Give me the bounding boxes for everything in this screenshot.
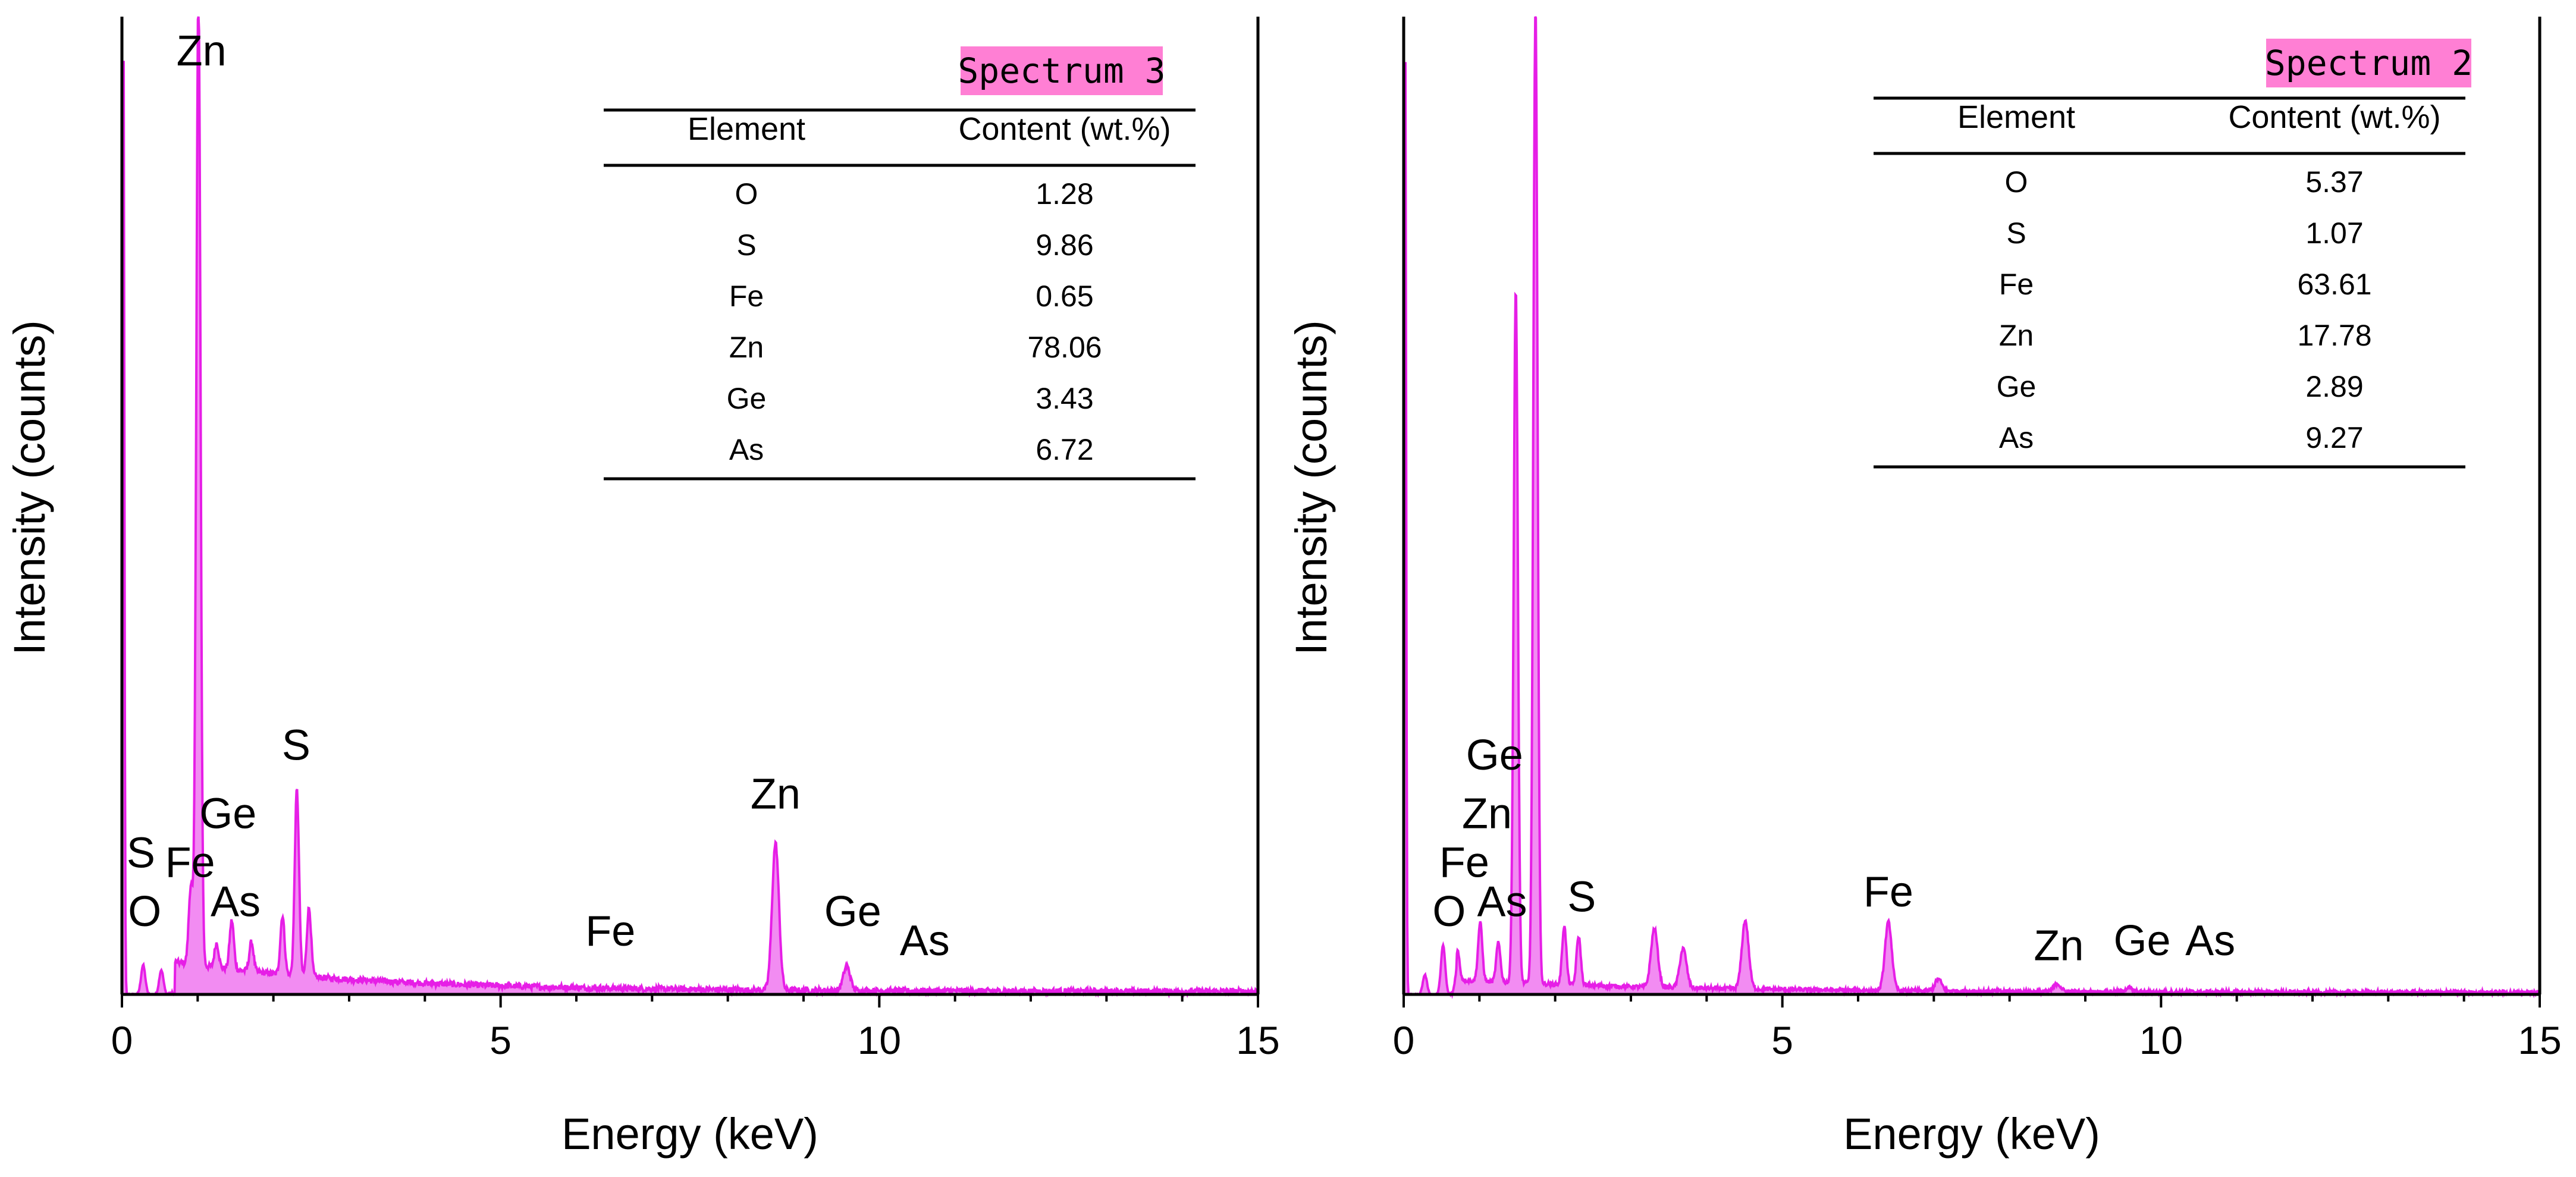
- table-cell-content: 1.07: [2305, 216, 2363, 250]
- table-header-element: Element: [688, 111, 805, 147]
- peak-label-as: As: [1477, 878, 1527, 925]
- x-tick-label: 10: [2139, 1018, 2183, 1062]
- table-cell-content: 17.78: [2297, 319, 2371, 352]
- spectrum-panel-2: 0 5 10 15 Energy (keV) Intensity (counts) Ge Zn…: [1287, 16, 2562, 1159]
- table-cell-content: 63.61: [2297, 268, 2371, 301]
- x-tick-label: 15: [2518, 1018, 2561, 1062]
- table-cell-content: 9.27: [2305, 421, 2363, 454]
- spectrum-line: [1402, 16, 2541, 999]
- peak-label-as: As: [900, 917, 950, 965]
- composition-table: Element Content (wt.%) O 1.28 S 9.86 Fe 0.65 Zn 7…: [604, 108, 1196, 481]
- peak-label-zn: Zn: [1462, 790, 1512, 838]
- peak-label-s: S: [1567, 873, 1596, 921]
- peak-label-o: O: [1432, 888, 1466, 936]
- peak-label-as: As: [211, 878, 261, 925]
- spectrum-title: Spectrum 3: [958, 51, 1165, 91]
- table-cell-content: 2.89: [2305, 370, 2363, 403]
- spectrum-area: [1404, 17, 2540, 994]
- spectrum-title-badge: [2266, 39, 2471, 87]
- peak-label-fe: Fe: [585, 908, 635, 955]
- x-tick-label: 5: [490, 1018, 512, 1062]
- peak-label-zn: Zn: [751, 771, 801, 818]
- peak-label-ge: Ge: [824, 888, 881, 936]
- peak-label-ge: Ge: [1466, 732, 1523, 779]
- x-axis-title: Energy (keV): [1843, 1109, 2100, 1159]
- table-cell-element: S: [736, 228, 756, 262]
- table-cell-content: 9.86: [1036, 228, 1093, 262]
- x-tick-label: 0: [1393, 1018, 1415, 1062]
- x-tick-label: 10: [858, 1018, 901, 1062]
- peak-label-as: As: [2185, 917, 2235, 965]
- table-header-content: Content (wt.%): [958, 111, 1171, 147]
- spectrum-title: Spectrum 2: [2265, 43, 2473, 83]
- x-tick-label: 15: [1236, 1018, 1279, 1062]
- y-axis-title: Intensity (counts): [1287, 320, 1336, 655]
- peak-label-fe: Fe: [165, 839, 215, 887]
- table-cell-element: O: [735, 177, 758, 211]
- table-cell-element: S: [2006, 216, 2026, 250]
- peak-label-fe: Fe: [1439, 839, 1489, 887]
- peak-label-zn: Zn: [177, 27, 227, 75]
- table-cell-element: As: [729, 433, 764, 466]
- table-cell-content: 5.37: [2305, 165, 2363, 199]
- table-cell-element: Ge: [1997, 370, 2037, 403]
- table-cell-content: 1.28: [1036, 177, 1093, 211]
- x-tick-label: 5: [1771, 1018, 1793, 1062]
- table-cell-content: 0.65: [1036, 280, 1093, 313]
- peak-label-ge: Ge: [2113, 917, 2170, 965]
- table-cell-element: Fe: [1999, 268, 2034, 301]
- table-cell-element: Zn: [729, 331, 764, 364]
- table-cell-element: Zn: [1999, 319, 2034, 352]
- x-axis-title: Energy (keV): [561, 1109, 818, 1159]
- peak-label-s: S: [282, 721, 310, 769]
- peak-label-fe: Fe: [1863, 868, 1913, 916]
- table-cell-content: 3.43: [1036, 382, 1093, 415]
- table-header-element: Element: [1957, 99, 2075, 135]
- table-cell-element: Ge: [727, 382, 767, 415]
- table-cell-content: 6.72: [1036, 433, 1093, 466]
- peak-label-zn: Zn: [2034, 922, 2084, 969]
- spectrum-line: [121, 16, 1259, 999]
- peak-label-s: S: [127, 829, 155, 877]
- table-cell-element: Fe: [729, 280, 764, 313]
- composition-table: Element Content (wt.%) O 5.37 S 1.07 Fe 63.61 Zn…: [1874, 96, 2465, 469]
- x-tick-label: 0: [111, 1018, 133, 1062]
- table-header-content: Content (wt.%): [2228, 99, 2440, 135]
- peak-label-o: O: [128, 888, 161, 936]
- y-axis-title: Intensity (counts): [5, 320, 54, 655]
- table-cell-content: 78.06: [1027, 331, 1102, 364]
- spectrum-area: [122, 17, 1258, 994]
- table-cell-element: O: [2005, 165, 2028, 199]
- peak-label-ge: Ge: [199, 790, 256, 838]
- table-cell-element: As: [1999, 421, 2034, 454]
- spectrum-title-badge: [961, 46, 1163, 95]
